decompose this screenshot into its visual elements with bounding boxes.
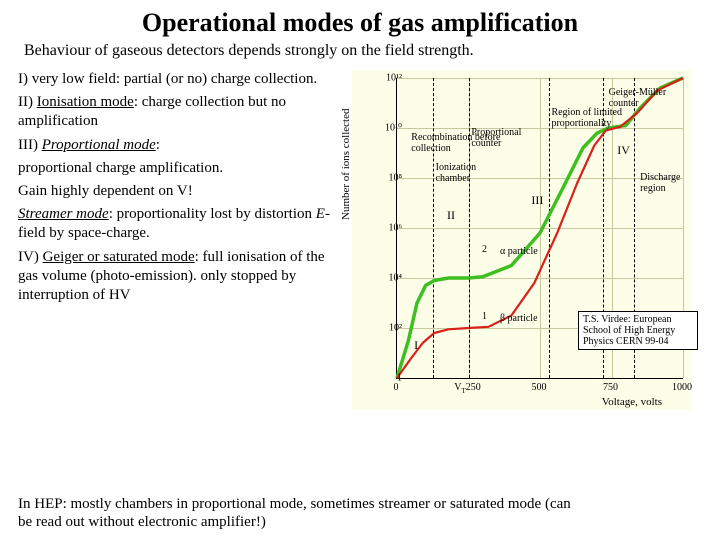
x-tick-label: VT250	[454, 382, 481, 395]
mode-ii-name: Ionisation mode	[37, 94, 134, 110]
page-title: Operational modes of gas amplification	[18, 8, 702, 38]
y-axis-label: Number of ions collected	[340, 109, 352, 221]
citation-box: T.S. Virdee: European School of High Ene…	[578, 311, 698, 350]
x-tick-label: 0	[394, 382, 399, 393]
curve-annotation-num: 1	[482, 311, 487, 322]
y-tick-label: 10⁶	[389, 223, 403, 234]
mode-i-prefix: I) very low field:	[18, 71, 120, 87]
x-axis-label: Voltage, volts	[602, 396, 662, 408]
footer-text: In HEP: mostly chambers in proportional …	[18, 495, 578, 533]
region-label: Ionization chamber	[436, 163, 496, 184]
curve-annotation: α particle	[500, 246, 538, 257]
mode-iv-name: Geiger or saturated mode	[43, 249, 195, 265]
region-label: Region of limited proportionality	[551, 108, 661, 129]
y-tick-label: 10¹²	[386, 73, 402, 84]
y-tick-label: 10²	[389, 323, 402, 334]
x-tick-label: 750	[603, 382, 618, 393]
roman-label: II	[447, 208, 455, 223]
mode-ii-prefix: II)	[18, 94, 37, 110]
mode-iii-prefix: III)	[18, 137, 42, 153]
y-tick-label: 10⁸	[389, 173, 403, 184]
region-label: Geiger-Müller counter	[609, 88, 699, 109]
x-tick-label: 500	[532, 382, 547, 393]
streamer-name: Streamer mode	[18, 206, 109, 222]
gas-amplification-chart: Number of ions collected Voltage, volts …	[352, 70, 692, 410]
subtitle: Behaviour of gaseous detectors depends s…	[24, 42, 702, 60]
streamer-rest-a: : proportionality lost by distortion	[109, 206, 316, 222]
y-tick-label: 10⁴	[389, 273, 403, 284]
x-tick-label: 1000	[672, 382, 692, 393]
mode-iii-colon: :	[156, 137, 160, 153]
streamer-rest-b: E	[316, 206, 325, 222]
roman-label: I	[414, 338, 418, 353]
mode-iii-line3: Gain highly dependent on V!	[18, 182, 348, 201]
roman-label: III	[531, 193, 543, 208]
curve-annotation: β particle	[500, 313, 538, 324]
mode-i-rest: partial (or no) charge collection.	[120, 71, 317, 87]
roman-label: IV	[617, 143, 630, 158]
y-tick-label: 10¹⁰	[385, 123, 402, 134]
curve-annotation-num: 2	[482, 244, 487, 255]
y-tick-label: 1	[397, 373, 402, 384]
mode-iii-name: Proportional mode	[42, 137, 156, 153]
region-label: Discharge region	[640, 173, 700, 194]
mode-iv-prefix: IV)	[18, 249, 43, 265]
modes-text: I) very low field: partial (or no) charg…	[18, 70, 348, 410]
mode-iii-line2: proportional charge amplification.	[18, 159, 348, 178]
region-label: Proportional counter	[471, 128, 541, 149]
